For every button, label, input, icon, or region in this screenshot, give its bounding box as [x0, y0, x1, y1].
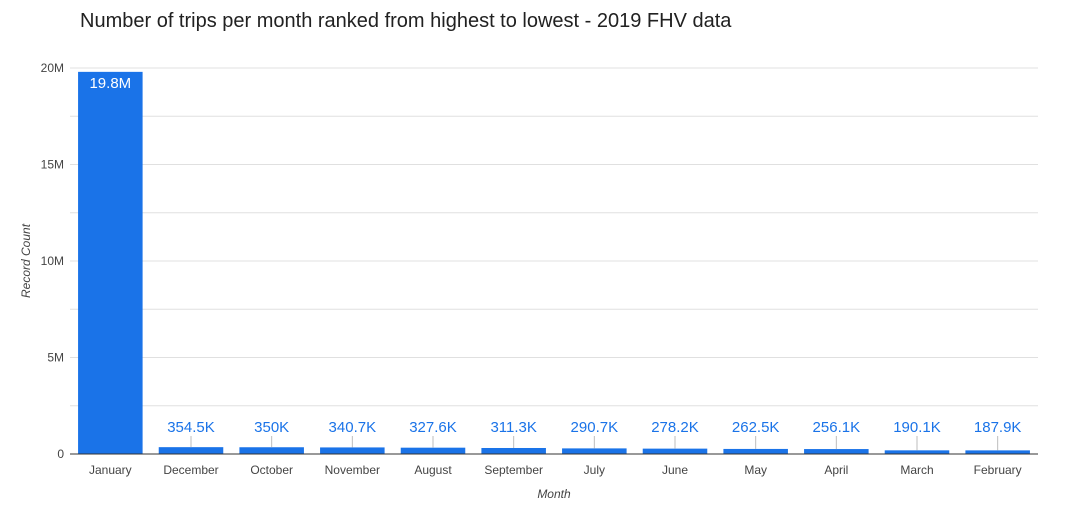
- data-labels: 19.8M 354.5K 350K 340.7K 327.6K 311.3K 290.7K 2…: [89, 75, 1021, 451]
- bar-february[interactable]: [965, 450, 1030, 454]
- data-label: 190.1K: [893, 419, 941, 436]
- bar-april[interactable]: [804, 449, 869, 454]
- bars: [78, 71, 1030, 455]
- x-tick-label: June: [662, 463, 688, 477]
- x-tick-label: November: [325, 463, 380, 477]
- data-label: 278.2K: [651, 419, 699, 436]
- bar-september[interactable]: [481, 447, 546, 454]
- chart-title: Number of trips per month ranked from hi…: [80, 10, 732, 32]
- x-tick-label: December: [163, 463, 218, 477]
- data-label: 262.5K: [732, 419, 780, 436]
- bar-june[interactable]: [642, 448, 708, 454]
- grid-lines: [70, 67, 1038, 407]
- bar-october[interactable]: [239, 447, 304, 454]
- x-axis-title: Month: [537, 487, 571, 501]
- data-label: 327.6K: [409, 419, 457, 436]
- data-label: 256.1K: [813, 419, 861, 436]
- x-tick-label: July: [584, 463, 605, 477]
- y-axis-ticks: 0 5M 10M 15M 20M: [41, 61, 65, 461]
- x-tick-label: September: [484, 463, 543, 477]
- data-label: 311.3K: [490, 419, 536, 436]
- x-tick-label: August: [414, 463, 452, 477]
- data-label: 290.7K: [571, 419, 619, 436]
- bar-march[interactable]: [884, 450, 950, 454]
- y-tick-label: 5M: [47, 351, 64, 365]
- y-tick-label: 0: [57, 447, 64, 461]
- y-tick-label: 15M: [41, 158, 64, 172]
- data-label: 354.5K: [167, 419, 215, 436]
- y-tick-label: 20M: [41, 61, 64, 75]
- bar-december[interactable]: [158, 447, 224, 454]
- y-axis-title: Record Count: [19, 223, 33, 298]
- x-tick-label: April: [824, 463, 848, 477]
- bar-january[interactable]: [78, 71, 143, 455]
- bar-november[interactable]: [320, 447, 385, 454]
- data-label: 19.8M: [89, 75, 131, 92]
- x-tick-label: March: [900, 463, 933, 477]
- x-tick-label: January: [89, 463, 132, 477]
- x-tick-label: October: [250, 463, 293, 477]
- data-label: 187.9K: [974, 419, 1022, 436]
- data-label: 340.7K: [329, 419, 377, 436]
- x-tick-label: February: [974, 463, 1022, 477]
- y-tick-label: 10M: [41, 254, 64, 268]
- bar-may[interactable]: [723, 448, 788, 454]
- x-tick-label: May: [744, 463, 767, 477]
- bar-august[interactable]: [400, 447, 466, 454]
- x-axis-ticks: January December October November August Sept…: [89, 463, 1022, 477]
- bar-july[interactable]: [562, 448, 627, 454]
- data-label: 350K: [254, 419, 289, 436]
